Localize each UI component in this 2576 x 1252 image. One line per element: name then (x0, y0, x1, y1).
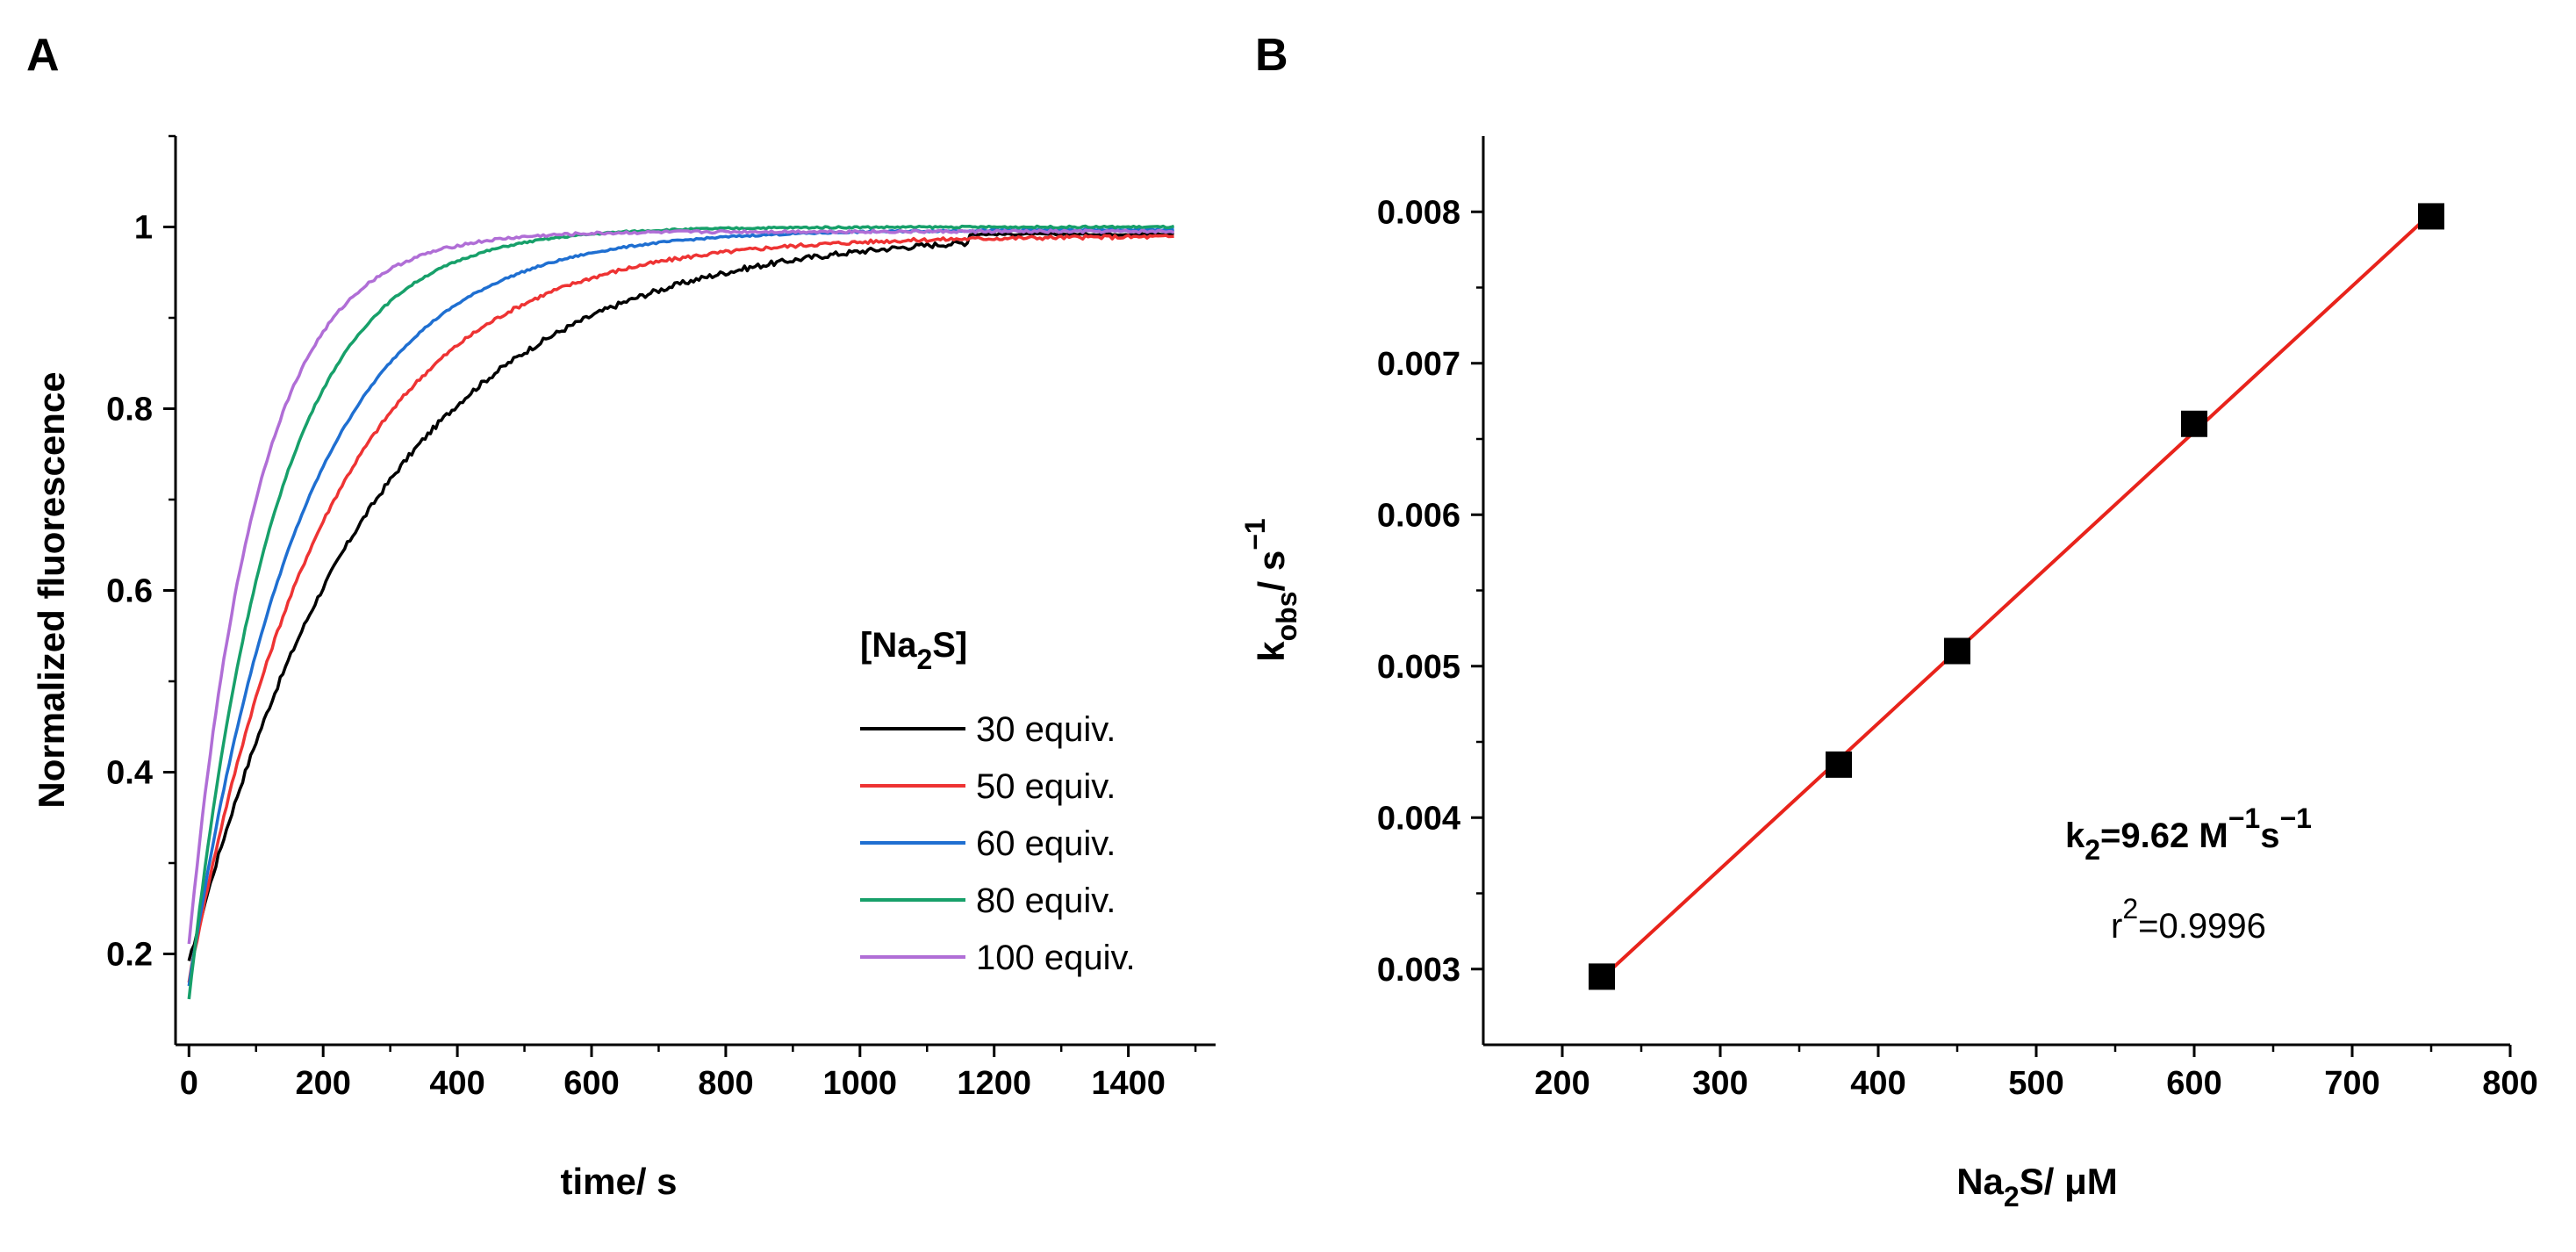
panel-b-x-tick-label: 600 (2166, 1065, 2221, 1102)
panel-b-y-axis-title: kobs/ s−1 (1239, 518, 1302, 661)
panel-b-axes: 200 300 400 500 600 700 800 0.003 0.004 0.005 0.00… (1377, 136, 2538, 1102)
panel-b-x-tick-label: 800 (2482, 1065, 2537, 1102)
x-title-suffix: S/ μM (2020, 1161, 2118, 1202)
panel-a-y-tick-label: 0.8 (106, 392, 153, 428)
chart-panel-b: 200 300 400 500 600 700 800 0.003 0.004 0.005 0.00… (1239, 136, 2538, 1212)
rate-constant-annotation: k2=9.62 M−1s−1 (2065, 802, 2312, 866)
panel-a-x-tick-label: 0 (180, 1065, 198, 1102)
panel-a-x-tick-label: 400 (429, 1065, 484, 1102)
r-main: r (2111, 907, 2122, 946)
panel-a-y-tick-label: 1 (134, 210, 153, 247)
panel-a-x-tick-label: 1000 (823, 1065, 898, 1102)
panel-b-y-tick-label: 0.005 (1377, 649, 1460, 686)
panel-b-x-tick-label: 700 (2324, 1065, 2379, 1102)
y-title-sub: obs (1271, 591, 1302, 641)
panel-a-series-group (187, 224, 1175, 1000)
panel-a-x-tick-label: 1200 (957, 1065, 1031, 1102)
legend-title-suffix: S] (932, 626, 967, 665)
panel-a-x-tick-label: 800 (698, 1065, 753, 1102)
r-squared-annotation: r2=0.9996 (2111, 893, 2266, 946)
panel-b-y-tick-label: 0.004 (1377, 800, 1460, 837)
panel-b-y-tick-label: 0.006 (1377, 497, 1460, 534)
y-title-sup: −1 (1239, 518, 1271, 550)
x-title-sub: 2 (2004, 1181, 2020, 1212)
series-line-50-equiv- (187, 234, 1174, 983)
k-main: k (2065, 817, 2085, 855)
data-point-1 (1589, 963, 1615, 990)
panel-b-y-tick-label: 0.007 (1377, 346, 1460, 383)
panel-b-x-tick-label: 200 (1534, 1065, 1589, 1102)
r-value: =0.9996 (2138, 907, 2266, 946)
fit-line (1600, 212, 2433, 980)
legend-label-4: 80 equiv. (976, 881, 1116, 920)
data-point-5 (2418, 203, 2444, 230)
k-value: =9.62 M (2100, 817, 2228, 855)
k-sub: 2 (2084, 834, 2100, 866)
panel-a-y-tick-label: 0.4 (106, 755, 153, 792)
series-line-100-equiv- (187, 228, 1175, 945)
data-point-2 (1826, 751, 1852, 778)
legend-label-3: 60 equiv. (976, 824, 1116, 863)
chart-panel-a: 0 200 400 600 800 1000 1200 1400 0.2 0.4 0.6 0.8 1 t… (31, 134, 1216, 1202)
data-point-4 (2181, 410, 2207, 437)
k-sup1: −1 (2228, 802, 2260, 834)
panel-a-x-tick-label: 1400 (1091, 1065, 1166, 1102)
legend-label-5: 100 equiv. (976, 939, 1136, 977)
legend-title: [Na2S] (860, 626, 967, 675)
panel-b-y-tick-label: 0.003 (1377, 952, 1460, 989)
legend-title-sub: 2 (916, 644, 932, 675)
panel-b-points-group (1589, 203, 2444, 990)
panel-a-y-tick-label: 0.6 (106, 573, 153, 610)
y-title-main: k (1251, 641, 1292, 662)
panel-b-x-axis-title: Na2S/ μM (1956, 1161, 2118, 1212)
panel-b-y-tick-label: 0.008 (1377, 194, 1460, 231)
panel-a-legend: [Na2S] 30 equiv. 50 equiv. 60 equiv. 80 equ… (860, 626, 1136, 977)
legend-title-prefix: [Na (860, 626, 917, 665)
panel-a-x-axis-title: time/ s (560, 1161, 677, 1202)
k-sup2: −1 (2279, 802, 2311, 834)
panel-b-x-tick-label: 500 (2008, 1065, 2063, 1102)
series-line-30-equiv- (187, 232, 1174, 961)
panel-b-x-tick-label: 300 (1692, 1065, 1747, 1102)
panel-a-letter: A (26, 30, 60, 81)
data-point-3 (1944, 637, 1970, 665)
k-s: s (2260, 817, 2279, 855)
panel-a-x-tick-label: 600 (563, 1065, 619, 1102)
y-title-suffix: / s (1251, 550, 1292, 592)
r-sup: 2 (2122, 893, 2138, 925)
panel-a-y-axis-title: Normalized fluorescence (31, 371, 72, 808)
panel-a-axes: 0 200 400 600 800 1000 1200 1400 0.2 0.4 0.6 0.8 1 (106, 134, 1216, 1102)
panel-a-x-tick-label: 200 (295, 1065, 350, 1102)
legend-label-1: 30 equiv. (976, 710, 1116, 749)
panel-b-letter: B (1255, 30, 1288, 81)
panel-b-fit-group (1600, 212, 2433, 980)
panel-b-x-tick-label: 400 (1850, 1065, 1905, 1102)
x-title-prefix: Na (1956, 1161, 2004, 1202)
legend-label-2: 50 equiv. (976, 767, 1116, 806)
series-line-60-equiv- (187, 227, 1174, 987)
panel-a-y-tick-label: 0.2 (106, 937, 153, 974)
